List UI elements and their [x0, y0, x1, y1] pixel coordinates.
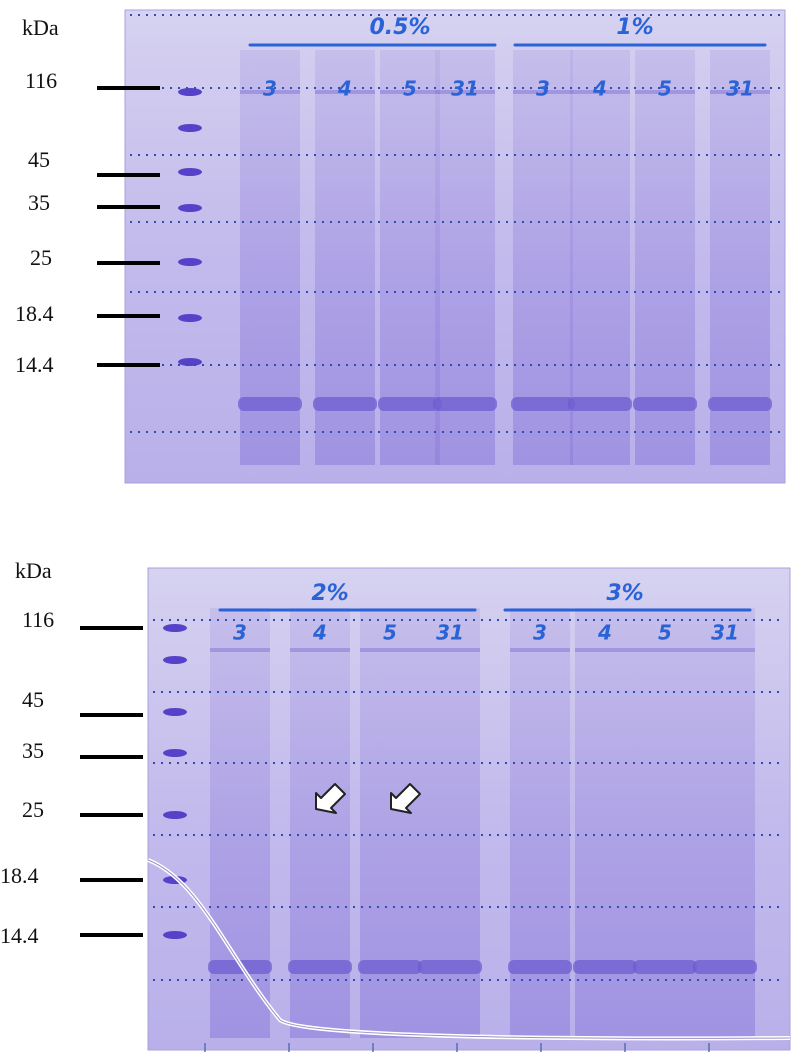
ladder-band: [163, 811, 187, 819]
ladder-band: [178, 124, 202, 132]
lane: [635, 50, 695, 465]
ladder-band: [163, 749, 187, 757]
lane-band: [635, 648, 695, 652]
lane-label: 4: [312, 621, 327, 645]
lane-band: [510, 648, 570, 652]
lane-band: [568, 397, 632, 411]
lane-band: [358, 960, 422, 974]
marker-label: 25: [22, 797, 44, 822]
marker-label: 116: [22, 607, 54, 632]
gel-crack: [147, 859, 791, 1039]
group-label: 3%: [606, 581, 643, 606]
ladder-band: [178, 358, 202, 366]
lane-band: [633, 960, 697, 974]
lane-band: [238, 397, 302, 411]
lane: [570, 50, 630, 465]
lane: [435, 50, 495, 465]
ladder-band: [178, 258, 202, 266]
group-label: 0.5%: [369, 15, 430, 40]
lane-label: 31: [451, 77, 479, 101]
lane-band: [511, 397, 575, 411]
unit-label: kDa: [22, 15, 59, 40]
lane-label: 31: [726, 77, 754, 101]
lane-band: [435, 90, 495, 94]
lane-band: [570, 90, 630, 94]
marker-label: 14.4: [15, 352, 54, 377]
lane-band: [573, 960, 637, 974]
unit-label: kDa: [15, 558, 52, 583]
lane-label: 3: [533, 621, 547, 645]
lane-band: [635, 90, 695, 94]
lane-band: [710, 90, 770, 94]
lane-band: [433, 397, 497, 411]
lane-label: 4: [592, 77, 607, 101]
lane-label: 5: [403, 77, 417, 101]
ladder-band: [163, 708, 187, 716]
lane-band: [380, 90, 440, 94]
lane-label: 3: [536, 77, 550, 101]
marker-label: 116: [25, 68, 57, 93]
ladder-band: [163, 624, 187, 632]
marker-label: 45: [28, 147, 50, 172]
marker-label: 14.4: [0, 923, 39, 948]
lane-band: [633, 397, 697, 411]
lane-label: 4: [337, 77, 352, 101]
lane: [380, 50, 440, 465]
lane-label: 31: [711, 621, 739, 645]
marker-label: 45: [22, 687, 44, 712]
ladder-band: [178, 88, 202, 96]
lane-band: [288, 960, 352, 974]
lane-band: [575, 648, 635, 652]
lane: [710, 50, 770, 465]
marker-label: 18.4: [15, 301, 54, 326]
lane-band: [420, 648, 480, 652]
ladder-band: [178, 204, 202, 212]
arrow: [315, 783, 346, 814]
lane-label: 4: [597, 621, 612, 645]
gel-panel: [124, 9, 786, 484]
lane-band: [418, 960, 482, 974]
group-label: 1%: [616, 15, 653, 40]
lane-label: 3: [263, 77, 277, 101]
lane-band: [378, 397, 442, 411]
ladder-band: [163, 931, 187, 939]
lane-label: 31: [436, 621, 464, 645]
lane: [315, 50, 375, 465]
lane-band: [708, 397, 772, 411]
lane-band: [313, 397, 377, 411]
group-label: 2%: [311, 581, 348, 606]
lane: [513, 50, 573, 465]
lane-band: [693, 960, 757, 974]
lane-label: 5: [383, 621, 397, 645]
marker-label: 25: [30, 245, 52, 270]
marker-label: 18.4: [0, 863, 39, 888]
lane-band: [695, 648, 755, 652]
lane-band: [315, 90, 375, 94]
lane-band: [210, 648, 270, 652]
lane: [240, 50, 300, 465]
lane-label: 3: [233, 621, 247, 645]
lane-band: [360, 648, 420, 652]
lane-band: [290, 648, 350, 652]
lane-band: [508, 960, 572, 974]
arrow: [390, 783, 421, 814]
ladder-band: [178, 168, 202, 176]
lane-band: [513, 90, 573, 94]
lane-label: 5: [658, 621, 672, 645]
lane-label: 5: [658, 77, 672, 101]
ladder-band: [163, 656, 187, 664]
ladder-band: [178, 314, 202, 322]
marker-label: 35: [22, 738, 44, 763]
marker-label: 35: [28, 190, 50, 215]
lane-band: [240, 90, 300, 94]
